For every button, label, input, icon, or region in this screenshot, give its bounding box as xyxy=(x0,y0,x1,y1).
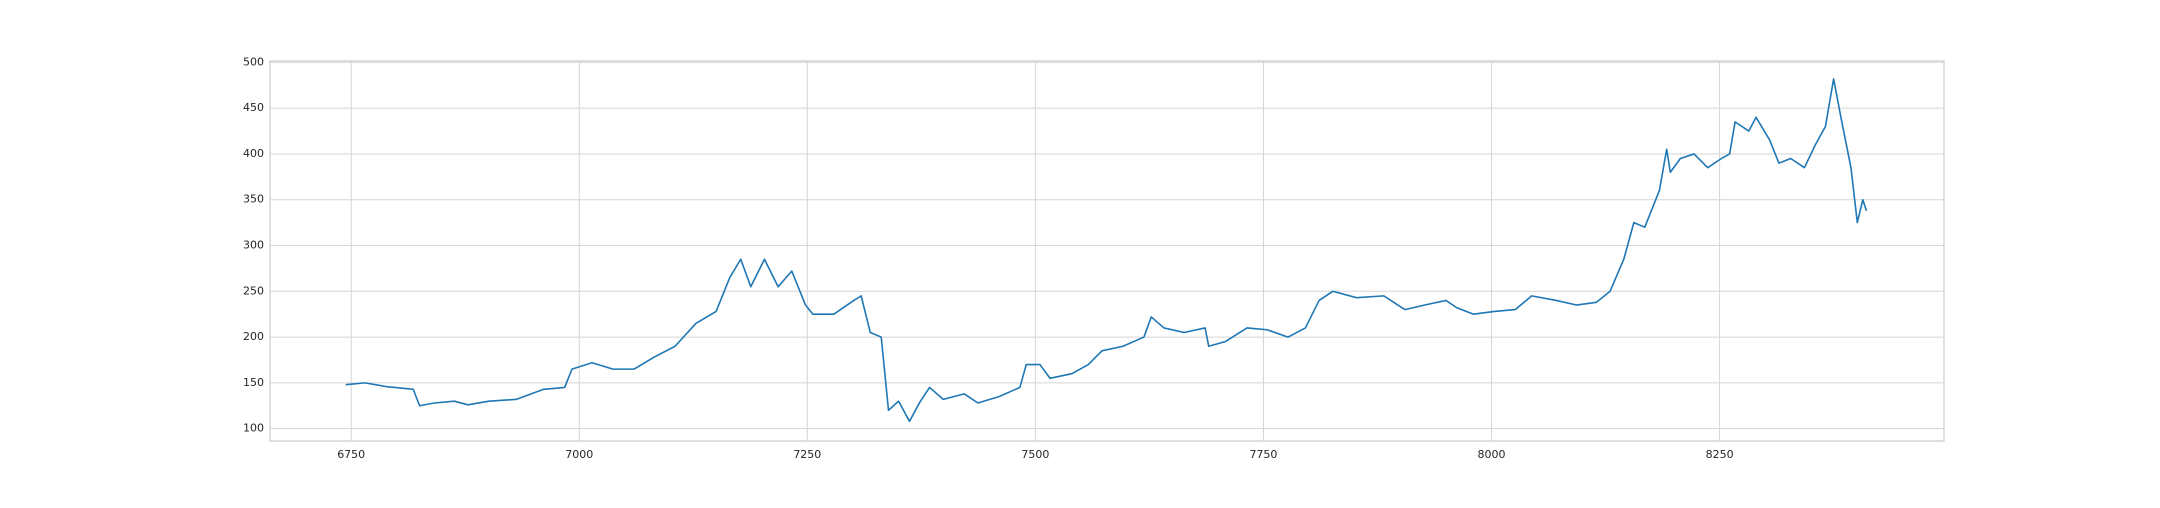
y-tick-label: 200 xyxy=(243,330,264,343)
line-series xyxy=(345,78,1868,423)
x-tick-label: 7500 xyxy=(1021,448,1049,461)
x-tick-label: 8250 xyxy=(1706,448,1734,461)
y-tick-label: 150 xyxy=(243,376,264,389)
y-tick-label: 400 xyxy=(243,147,264,160)
x-tick-label: 7250 xyxy=(793,448,821,461)
plot-frame xyxy=(269,60,1945,442)
y-tick-label: 500 xyxy=(243,55,264,68)
x-tick-label: 7000 xyxy=(565,448,593,461)
x-tick-label: 7750 xyxy=(1249,448,1277,461)
y-tick-label: 450 xyxy=(243,101,264,114)
y-tick-label: 250 xyxy=(243,284,264,297)
x-tick-label: 6750 xyxy=(337,448,365,461)
x-tick-label: 8000 xyxy=(1478,448,1506,461)
y-tick-label: 100 xyxy=(243,422,264,435)
y-tick-label: 350 xyxy=(243,193,264,206)
y-tick-label: 300 xyxy=(243,239,264,252)
